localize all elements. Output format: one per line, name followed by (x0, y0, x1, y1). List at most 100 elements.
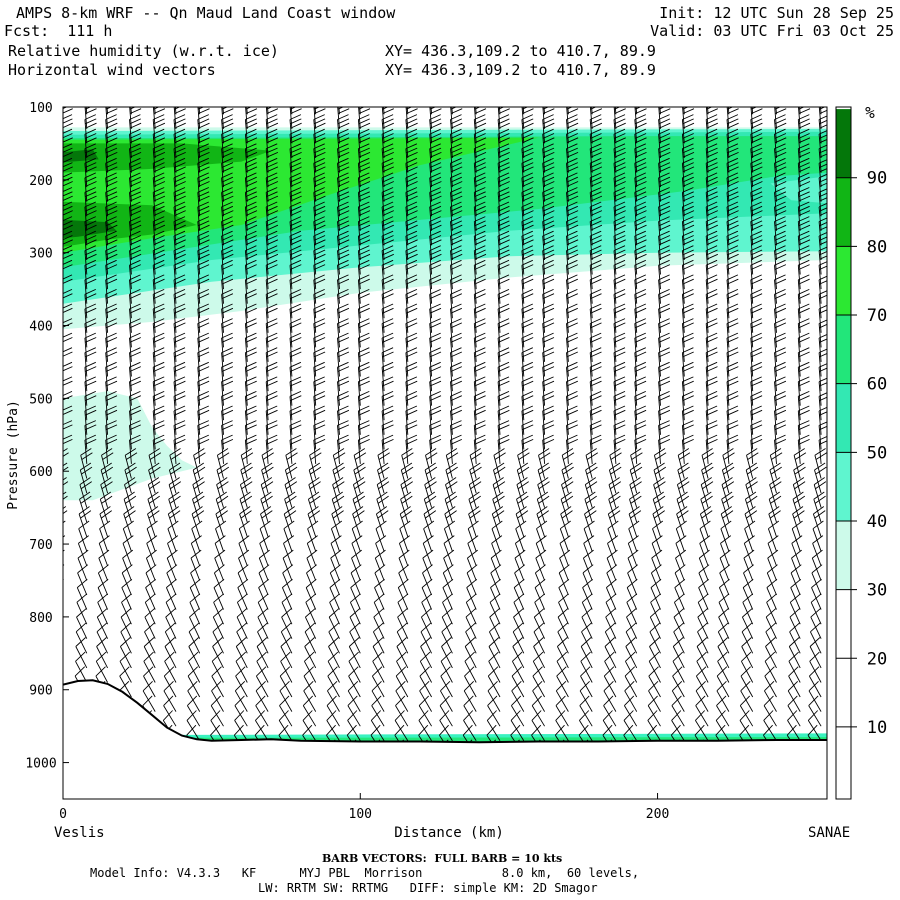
wind-barb (799, 107, 801, 115)
wind-barb (605, 593, 617, 625)
wind-barb (581, 607, 593, 639)
y-tick-label: 800 (29, 611, 52, 626)
wind-barb (626, 593, 638, 625)
wind-barb (769, 462, 782, 494)
wind-barb (244, 274, 257, 304)
wind-barb (105, 143, 118, 173)
wind-barb (726, 157, 739, 188)
wind-barb (244, 114, 258, 144)
wind-barb (289, 376, 302, 406)
wind-barb (774, 361, 787, 392)
wind-barb (566, 172, 579, 202)
wind-barb (542, 107, 555, 129)
wind-barb (400, 477, 413, 508)
wind-barb (567, 107, 569, 115)
wind-barb (123, 506, 136, 537)
wind-barb (648, 680, 661, 712)
wind-barb (497, 172, 510, 202)
wind-barb (381, 201, 394, 231)
wind-barb (244, 303, 257, 333)
wind-barb (221, 107, 234, 129)
wind-barb (789, 593, 801, 625)
wind-barb (566, 420, 578, 450)
wind-barb (450, 332, 462, 362)
wind-barb (558, 578, 570, 610)
wind-barb (265, 143, 279, 173)
wind-barb (85, 107, 88, 115)
wind-barb (681, 128, 695, 159)
wind-barb (774, 201, 787, 231)
colorbar-swatch (836, 315, 851, 384)
wind-barb (763, 695, 777, 727)
wind-barb (197, 201, 210, 231)
wind-barb (326, 710, 340, 741)
wind-barb (605, 578, 617, 610)
wind-barb (289, 390, 302, 421)
wind-barb (236, 593, 248, 625)
wind-barb (750, 172, 763, 202)
wind-barb (189, 578, 201, 610)
wind-barb (197, 318, 210, 348)
wind-barb (566, 187, 579, 217)
wind-barb (750, 245, 763, 275)
y-tick-label: 200 (29, 174, 52, 189)
wind-barb (84, 274, 97, 304)
wind-barb (750, 303, 763, 333)
wind-barb (143, 637, 156, 669)
wind-barb (613, 303, 626, 333)
y-tick-label: 100 (29, 101, 52, 116)
wind-barb (197, 107, 210, 129)
wind-barb (372, 666, 385, 698)
wind-barb (221, 143, 234, 173)
wind-barb (97, 578, 109, 610)
wind-barb (566, 376, 578, 406)
wind-barb (695, 695, 709, 727)
wind-barb (76, 607, 88, 639)
wind-barb (696, 637, 709, 669)
wind-barb (774, 318, 787, 348)
wind-barb (221, 405, 234, 435)
wind-barb (532, 666, 545, 698)
wind-barb (429, 259, 442, 290)
wind-barb (742, 578, 754, 610)
wind-barb (326, 695, 340, 727)
wind-barb (373, 593, 385, 625)
wind-barb (809, 622, 822, 654)
wind-barb (513, 593, 525, 625)
wind-barb (63, 477, 69, 508)
wind-barb (152, 201, 166, 231)
wind-barb (429, 157, 442, 188)
wind-barb (347, 680, 361, 712)
wind-barb (105, 128, 118, 159)
wind-barb (244, 318, 257, 348)
wind-barb (671, 695, 685, 727)
wind-barb (658, 187, 671, 217)
wind-barb (105, 347, 118, 377)
wind-barb (197, 230, 210, 261)
wind-barb (337, 332, 350, 362)
wind-barb (353, 448, 367, 479)
wind-barb (430, 107, 433, 115)
wind-barb (84, 259, 97, 290)
wind-barb (450, 318, 462, 348)
wind-barb (63, 578, 64, 610)
wind-barb (808, 680, 822, 712)
wind-barb (634, 405, 647, 435)
wind-barb (331, 506, 344, 537)
wind-barb (765, 607, 777, 639)
wind-barb (450, 361, 462, 392)
wind-barb (609, 448, 622, 479)
wind-barb (357, 318, 370, 348)
wind-barb (473, 318, 486, 348)
wind-barb (797, 318, 810, 348)
wind-barb (473, 128, 487, 159)
wind-barb (521, 420, 534, 450)
wind-barb (357, 332, 370, 362)
wind-barb (357, 303, 370, 333)
wind-barb (145, 578, 156, 610)
wind-barb (797, 274, 810, 304)
wind-barb (357, 274, 370, 304)
wind-barb (658, 420, 671, 450)
terrain-layer (63, 679, 827, 799)
wind-barb (658, 259, 671, 290)
